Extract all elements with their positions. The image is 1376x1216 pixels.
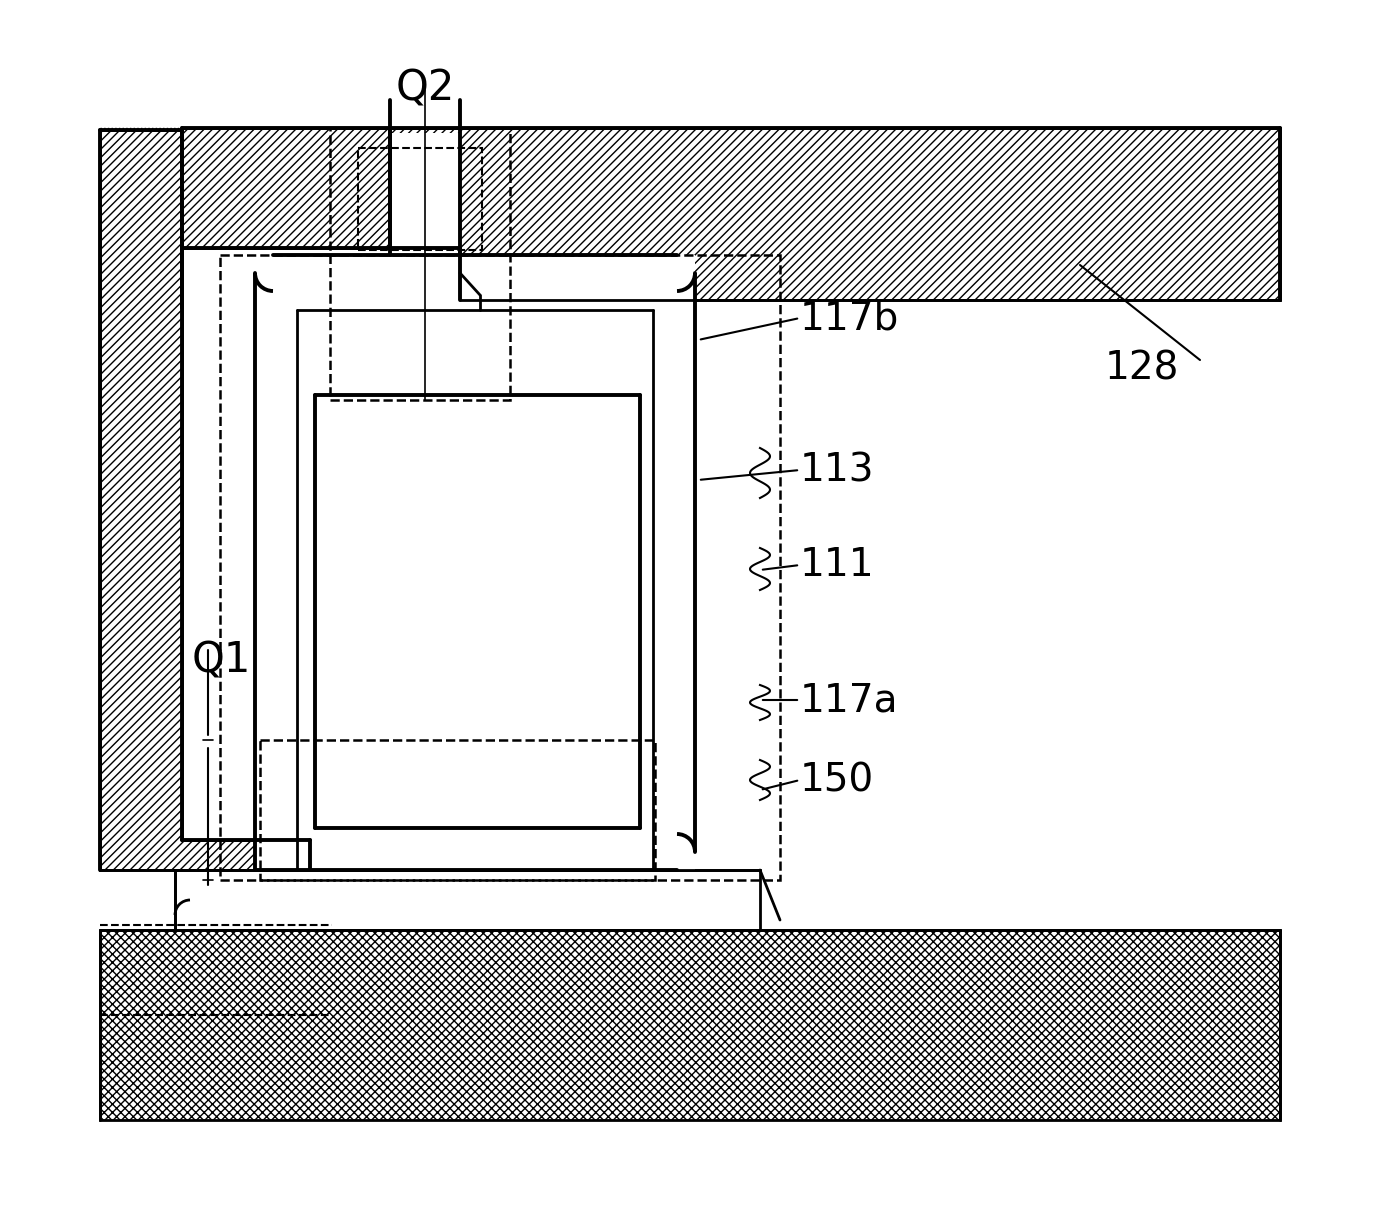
Polygon shape	[182, 128, 389, 248]
Text: 128: 128	[1105, 349, 1179, 387]
Polygon shape	[389, 133, 460, 274]
Polygon shape	[389, 128, 1280, 300]
Text: Q2: Q2	[395, 67, 454, 109]
Polygon shape	[654, 274, 695, 869]
Polygon shape	[100, 930, 1280, 1120]
Text: 117b: 117b	[799, 299, 900, 337]
Polygon shape	[175, 869, 760, 930]
Text: 150: 150	[799, 761, 874, 799]
Text: 117a: 117a	[799, 681, 899, 719]
Text: 113: 113	[799, 451, 875, 489]
Text: Q1: Q1	[193, 638, 252, 681]
Polygon shape	[100, 130, 310, 869]
Polygon shape	[255, 274, 297, 869]
Polygon shape	[315, 395, 640, 828]
Polygon shape	[255, 255, 695, 869]
Text: 111: 111	[799, 546, 875, 584]
Polygon shape	[255, 274, 695, 310]
